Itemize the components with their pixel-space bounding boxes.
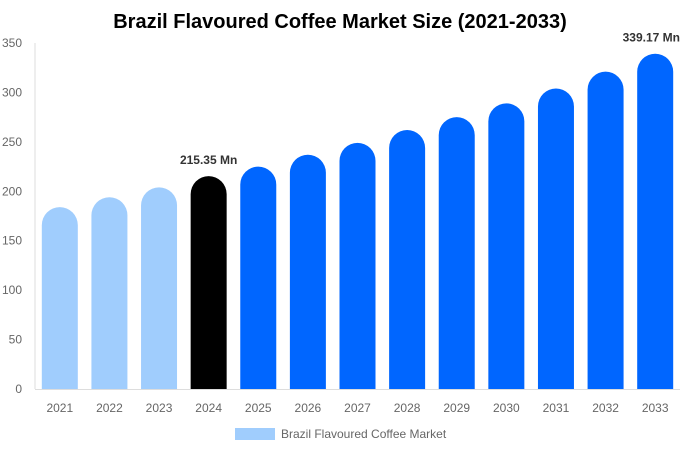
y-tick-label: 50 (9, 333, 23, 347)
bar-2027 (339, 142, 376, 389)
bar-2026 (289, 154, 326, 389)
y-tick-label: 100 (2, 283, 22, 297)
bar-2023 (141, 187, 178, 389)
y-tick-label: 150 (2, 234, 22, 248)
x-tick-label: 2032 (592, 401, 619, 415)
chart-title: Brazil Flavoured Coffee Market Size (202… (113, 11, 567, 33)
y-tick-label: 200 (2, 184, 22, 198)
data-label-2033: 339.17 Mn (623, 31, 680, 45)
bar-2028 (389, 129, 426, 389)
y-tick-label: 0 (15, 382, 22, 396)
x-tick-label: 2023 (146, 401, 173, 415)
x-tick-label: 2025 (245, 401, 272, 415)
bar-2025 (240, 166, 277, 389)
x-tick-label: 2024 (195, 401, 222, 415)
legend-label: Brazil Flavoured Coffee Market (281, 427, 447, 441)
x-tick-label: 2029 (443, 401, 470, 415)
x-tick-label: 2027 (344, 401, 371, 415)
bar-2033 (637, 53, 674, 389)
bar-2024 (190, 176, 227, 389)
bar-2032 (587, 71, 624, 389)
x-tick-label: 2026 (295, 401, 322, 415)
y-tick-label: 350 (2, 36, 22, 50)
legend-swatch (235, 428, 275, 440)
bar-2031 (537, 88, 574, 389)
legend[interactable]: Brazil Flavoured Coffee Market (235, 427, 447, 441)
x-tick-label: 2028 (394, 401, 421, 415)
bar-2029 (438, 117, 475, 389)
bar-2021 (41, 207, 78, 389)
x-tick-label: 2033 (642, 401, 669, 415)
x-tick-label: 2030 (493, 401, 520, 415)
x-tick-label: 2031 (543, 401, 570, 415)
bar-2030 (488, 103, 525, 390)
y-tick-label: 300 (2, 85, 22, 99)
x-tick-label: 2021 (46, 401, 73, 415)
y-tick-label: 250 (2, 135, 22, 149)
bar-2022 (91, 197, 128, 389)
x-tick-label: 2022 (96, 401, 123, 415)
data-label-2024: 215.35 Mn (180, 153, 237, 167)
